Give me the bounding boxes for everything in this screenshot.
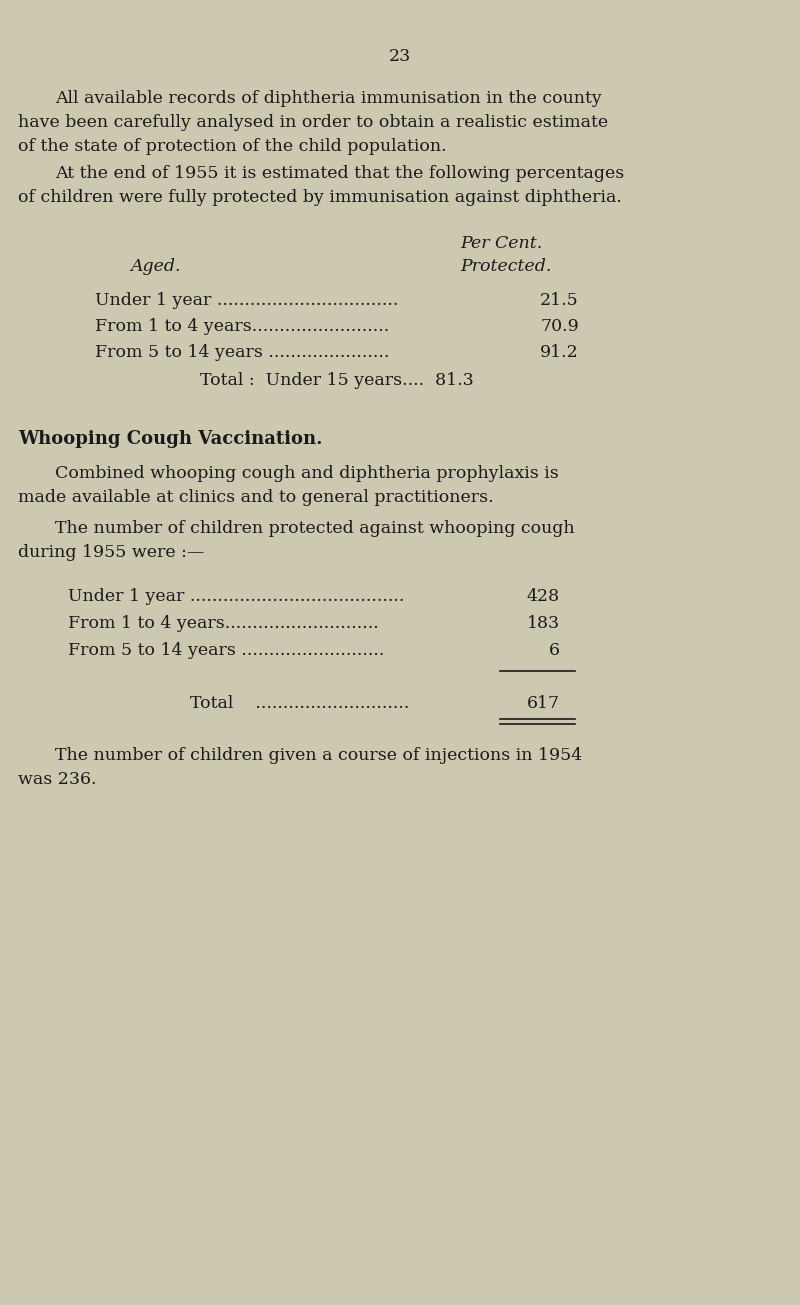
Text: Under 1 year .......................................: Under 1 year ...........................… <box>68 589 404 606</box>
Text: 6: 6 <box>549 642 560 659</box>
Text: The number of children protected against whooping cough: The number of children protected against… <box>55 519 574 536</box>
Text: 23: 23 <box>389 48 411 65</box>
Text: Aged.: Aged. <box>130 258 181 275</box>
Text: during 1955 were :—: during 1955 were :— <box>18 544 204 561</box>
Text: Protected.: Protected. <box>460 258 551 275</box>
Text: 183: 183 <box>527 615 560 632</box>
Text: Whooping Cough Vaccination.: Whooping Cough Vaccination. <box>18 431 322 448</box>
Text: Under 1 year .................................: Under 1 year ...........................… <box>95 292 398 309</box>
Text: From 5 to 14 years ..........................: From 5 to 14 years .....................… <box>68 642 384 659</box>
Text: was 236.: was 236. <box>18 771 97 788</box>
Text: 21.5: 21.5 <box>540 292 578 309</box>
Text: have been carefully analysed in order to obtain a realistic estimate: have been carefully analysed in order to… <box>18 114 608 130</box>
Text: 91.2: 91.2 <box>540 345 578 361</box>
Text: Combined whooping cough and diphtheria prophylaxis is: Combined whooping cough and diphtheria p… <box>55 465 558 482</box>
Text: At the end of 1955 it is estimated that the following percentages: At the end of 1955 it is estimated that … <box>55 164 624 181</box>
Text: of children were fully protected by immunisation against diphtheria.: of children were fully protected by immu… <box>18 189 622 206</box>
Text: 428: 428 <box>527 589 560 606</box>
Text: From 1 to 4 years............................: From 1 to 4 years.......................… <box>68 615 378 632</box>
Text: 70.9: 70.9 <box>540 318 578 335</box>
Text: The number of children given a course of injections in 1954: The number of children given a course of… <box>55 746 582 763</box>
Text: Total :  Under 15 years....  81.3: Total : Under 15 years.... 81.3 <box>200 372 474 389</box>
Text: Total    ............................: Total ............................ <box>190 696 410 713</box>
Text: made available at clinics and to general practitioners.: made available at clinics and to general… <box>18 489 494 506</box>
Text: All available records of diphtheria immunisation in the county: All available records of diphtheria immu… <box>55 90 602 107</box>
Text: 617: 617 <box>527 696 560 713</box>
Text: Per Cent.: Per Cent. <box>460 235 542 252</box>
Text: From 1 to 4 years.........................: From 1 to 4 years.......................… <box>95 318 390 335</box>
Text: From 5 to 14 years ......................: From 5 to 14 years .....................… <box>95 345 390 361</box>
Text: of the state of protection of the child population.: of the state of protection of the child … <box>18 138 446 155</box>
